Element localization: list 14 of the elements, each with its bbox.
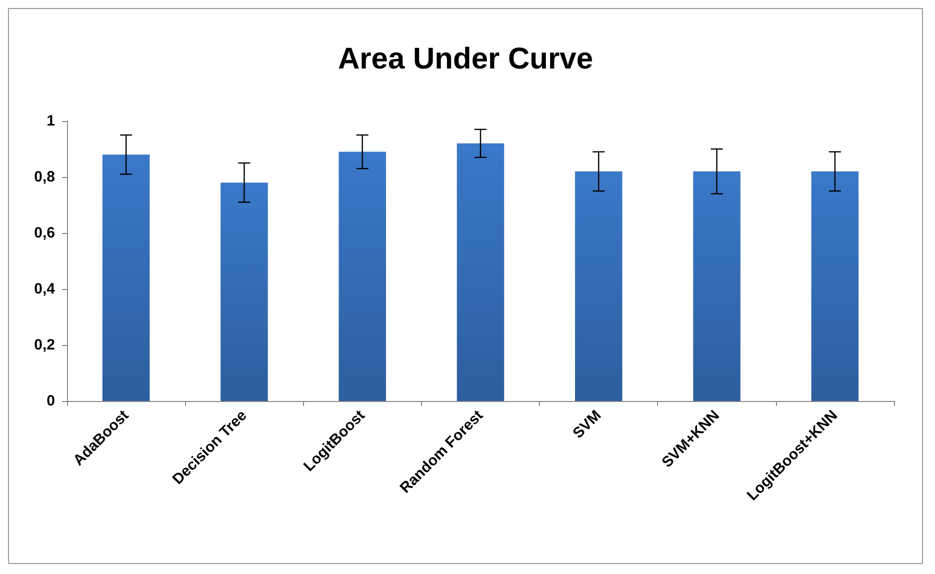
bar: [456, 143, 504, 401]
bar: [575, 171, 622, 401]
bar: [220, 182, 268, 401]
bar: [102, 154, 150, 401]
y-tick-label: 0: [46, 392, 55, 410]
bar: [811, 171, 859, 401]
y-tick-label: 0,8: [34, 168, 55, 186]
y-tick-label: 0,2: [34, 336, 55, 354]
y-tick-label: 0,6: [34, 224, 55, 242]
chart-title: Area Under Curve: [338, 42, 594, 76]
bar: [338, 152, 386, 401]
y-tick-label: 0,4: [34, 280, 56, 298]
y-tick-label: 1: [46, 112, 55, 130]
bar: [693, 171, 740, 401]
